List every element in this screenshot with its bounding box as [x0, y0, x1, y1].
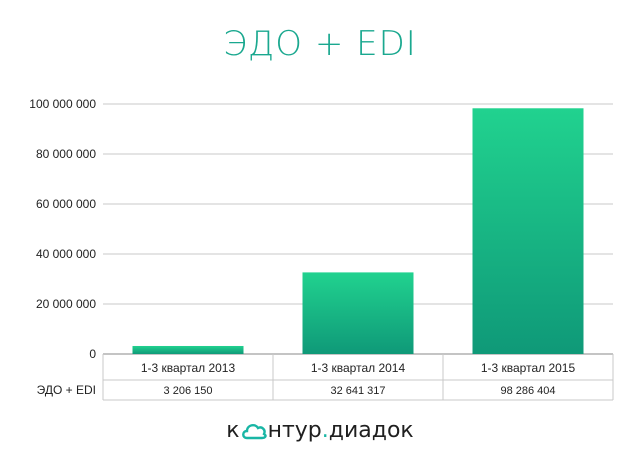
y-tick-label: 100 000 000 [29, 97, 96, 111]
bar [472, 108, 584, 354]
logo-text-diadok: диадок [328, 418, 414, 443]
data-table: ЭДО + EDI 3 206 150 32 641 317 98 286 404 [37, 354, 614, 401]
table-value-cell: 32 641 317 [330, 385, 385, 397]
table-value-cell: 3 206 150 [164, 385, 213, 397]
y-tick-label: 40 000 000 [36, 247, 96, 261]
table-row-header: ЭДО + EDI [37, 383, 96, 397]
cloud-icon [241, 423, 267, 440]
table-value-cell: 98 286 404 [500, 385, 555, 397]
bar [302, 272, 414, 354]
category-labels: 1-3 квартал 2013 1-3 квартал 2014 1-3 квар… [141, 361, 576, 375]
y-tick-label: 0 [89, 347, 96, 361]
x-category-label: 1-3 квартал 2015 [481, 361, 576, 375]
logo-text-start: к [226, 418, 240, 443]
bars [132, 108, 584, 354]
logo-dot: . [321, 418, 329, 443]
chart-title: ЭДО + EDI [223, 24, 417, 64]
y-tick-label: 60 000 000 [36, 197, 96, 211]
y-tick-label: 80 000 000 [36, 147, 96, 161]
y-tick-label: 20 000 000 [36, 297, 96, 311]
x-category-label: 1-3 квартал 2014 [311, 361, 406, 375]
y-axis-ticks: 0 20 000 000 40 000 000 60 000 000 80 000 00… [29, 97, 96, 361]
x-category-label: 1-3 квартал 2013 [141, 361, 236, 375]
bar-chart: 0 20 000 000 40 000 000 60 000 000 80 000 00… [29, 97, 614, 401]
kontur-diadok-logo: к нтур.диадок [0, 418, 640, 443]
logo-text-kontur: нтур [267, 418, 322, 443]
bar [132, 345, 244, 354]
